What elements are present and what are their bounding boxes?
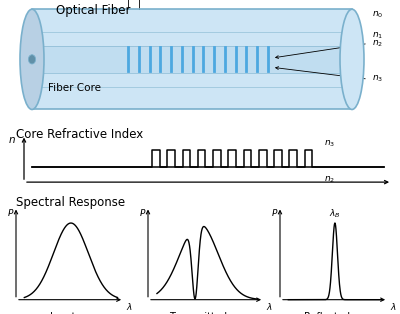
Text: $\lambda_B$: $\lambda_B$ — [329, 207, 341, 219]
Text: Optical Fiber: Optical Fiber — [56, 4, 130, 17]
Text: $P$: $P$ — [6, 207, 14, 218]
Ellipse shape — [20, 9, 44, 110]
Text: Input: Input — [50, 311, 76, 314]
Text: Core Refractive Index: Core Refractive Index — [16, 128, 143, 141]
Text: $\lambda$: $\lambda$ — [390, 301, 397, 312]
Text: Transmitted: Transmitted — [170, 311, 227, 314]
Polygon shape — [32, 9, 352, 110]
Text: $n_0$: $n_0$ — [372, 9, 383, 20]
Text: $n_2$: $n_2$ — [324, 175, 335, 185]
Text: $\lambda$: $\lambda$ — [126, 301, 133, 312]
Text: Fiber Core: Fiber Core — [48, 83, 101, 93]
Text: $P$: $P$ — [138, 207, 146, 218]
Text: $n_3$: $n_3$ — [372, 74, 383, 84]
Text: $n$: $n$ — [8, 135, 16, 145]
Ellipse shape — [28, 55, 36, 64]
Ellipse shape — [340, 9, 364, 110]
Text: $n_3$: $n_3$ — [324, 138, 335, 149]
Text: $\lambda$: $\lambda$ — [266, 301, 273, 312]
Text: Spectral Response: Spectral Response — [16, 196, 125, 209]
Text: Reflected: Reflected — [304, 311, 350, 314]
Text: $n_2$: $n_2$ — [372, 38, 383, 49]
Text: $n_1$: $n_1$ — [372, 30, 383, 41]
Text: $P$: $P$ — [270, 207, 278, 218]
Polygon shape — [32, 46, 352, 73]
